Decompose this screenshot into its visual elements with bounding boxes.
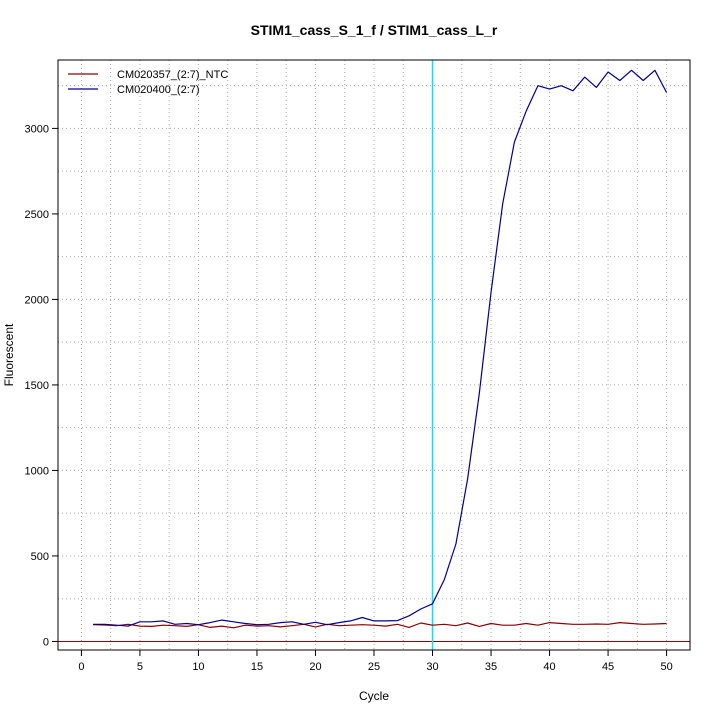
grid (58, 60, 690, 650)
y-tick-label: 3000 (25, 123, 49, 135)
y-tick-label: 2500 (25, 209, 49, 221)
x-tick-label: 40 (543, 661, 555, 673)
series-line-2 (93, 69, 668, 627)
legend-label-1: CM020357_(2:7)_NTC (117, 69, 228, 81)
y-tick-label: 500 (31, 551, 49, 563)
x-tick-label: 10 (192, 661, 204, 673)
x-tick-label: 15 (251, 661, 263, 673)
reference-lines (58, 60, 690, 650)
y-tick-label: 2000 (25, 294, 49, 306)
x-tick-label: 20 (309, 661, 321, 673)
y-axis-title: Fluorescent (2, 323, 16, 386)
x-axis-title: Cycle (359, 689, 389, 703)
x-tick-label: 50 (660, 661, 672, 673)
x-tick-label: 35 (485, 661, 497, 673)
x-tick-label: 45 (602, 661, 614, 673)
x-axis: 0 5 10 15 20 25 30 35 40 45 50 (78, 650, 673, 673)
x-tick-label: 30 (426, 661, 438, 673)
x-tick-label: 0 (78, 661, 84, 673)
series-line-1 (93, 621, 667, 629)
y-tick-label: 0 (43, 636, 49, 648)
y-axis: 0 500 1000 1500 2000 2500 3000 (25, 123, 58, 648)
y-tick-label: 1000 (25, 465, 49, 477)
y-tick-label: 1500 (25, 380, 49, 392)
series-lines (93, 69, 668, 629)
x-tick-label: 5 (137, 661, 143, 673)
chart-title: STIM1_cass_S_1_f / STIM1_cass_L_r (251, 22, 498, 38)
legend-label-2: CM020400_(2:7) (117, 84, 200, 96)
x-tick-label: 25 (368, 661, 380, 673)
legend: CM020357_(2:7)_NTC CM020400_(2:7) (68, 69, 228, 96)
